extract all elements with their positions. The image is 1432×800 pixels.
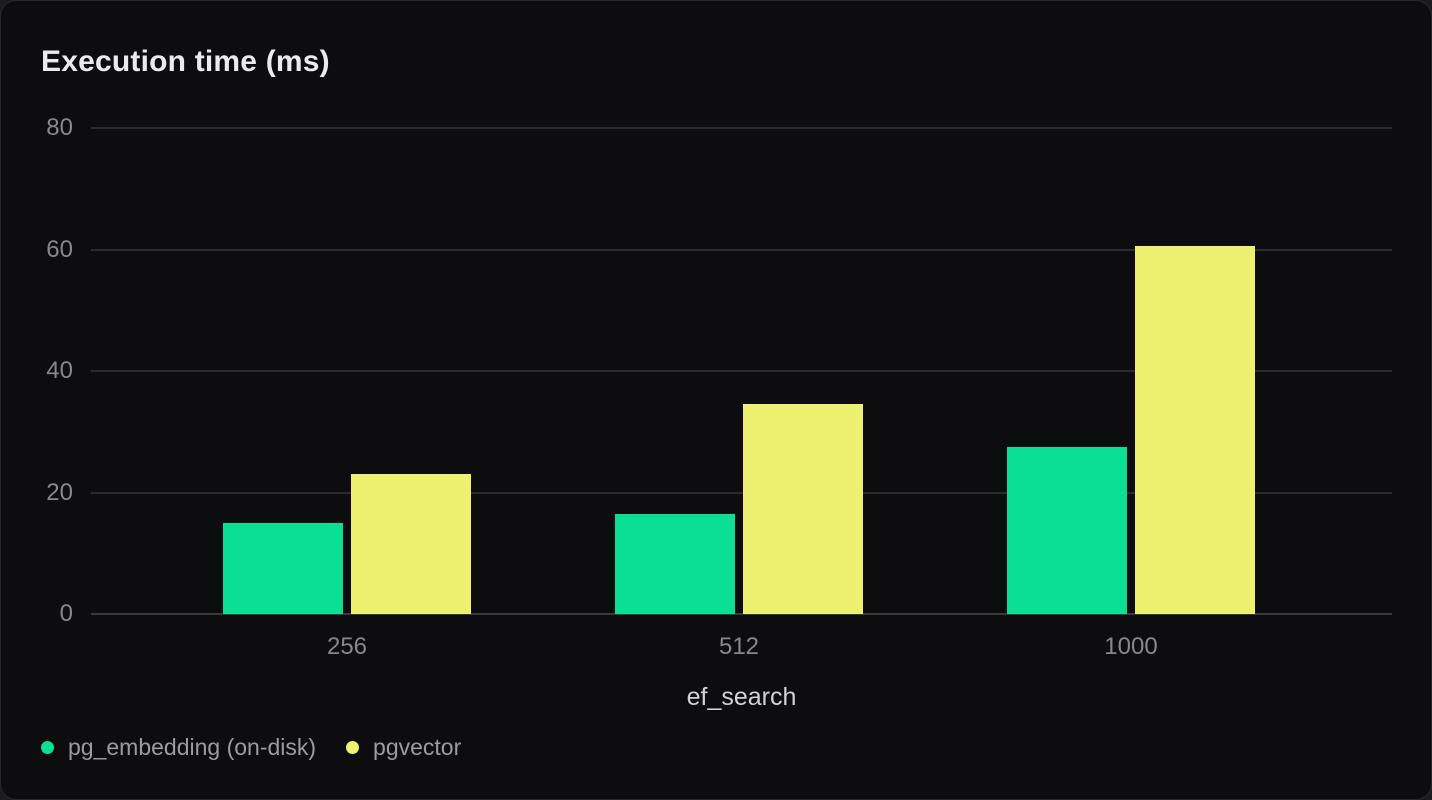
bar-pg-embedding-on-disk-1000 xyxy=(1007,446,1127,614)
x-axis-label: ef_search xyxy=(686,683,797,711)
legend-item-pg-embedding-on-disk: pg_embedding (on-disk) xyxy=(41,734,316,761)
gridline-60 xyxy=(91,248,1392,251)
bar-pgvector-1000 xyxy=(1135,246,1255,614)
bar-pg-embedding-on-disk-512 xyxy=(615,513,735,614)
gridline-0 xyxy=(91,613,1392,615)
legend-dot-pgvector xyxy=(346,740,360,754)
legend-dot-pg-embedding-on-disk xyxy=(41,740,54,754)
x-axis-tick-label: 256 xyxy=(326,633,368,660)
y-axis-tick-label: 80 xyxy=(46,114,73,141)
bar-pgvector-256 xyxy=(351,474,471,614)
x-axis-tick-label: 1000 xyxy=(1104,633,1158,660)
legend-item-pgvector: pgvector xyxy=(346,734,461,761)
chart-title: Execution time (ms) xyxy=(41,45,330,78)
legend: pg_embedding (on-disk) pgvector xyxy=(41,733,461,761)
gridline-20 xyxy=(91,491,1392,494)
bar-pgvector-512 xyxy=(743,404,863,614)
gridline-80 xyxy=(91,127,1392,129)
gridline-40 xyxy=(91,370,1392,372)
x-axis-tick-label: 512 xyxy=(718,633,760,660)
bar-pg-embedding-on-disk-256 xyxy=(223,522,343,614)
legend-label: pg_embedding (on-disk) xyxy=(68,733,317,760)
y-axis-tick-label: 40 xyxy=(46,357,73,384)
y-axis-tick-label: 0 xyxy=(59,600,73,627)
y-axis-tick-label: 60 xyxy=(46,235,73,263)
y-axis-tick-label: 20 xyxy=(46,478,73,506)
legend-label: pgvector xyxy=(373,733,462,760)
